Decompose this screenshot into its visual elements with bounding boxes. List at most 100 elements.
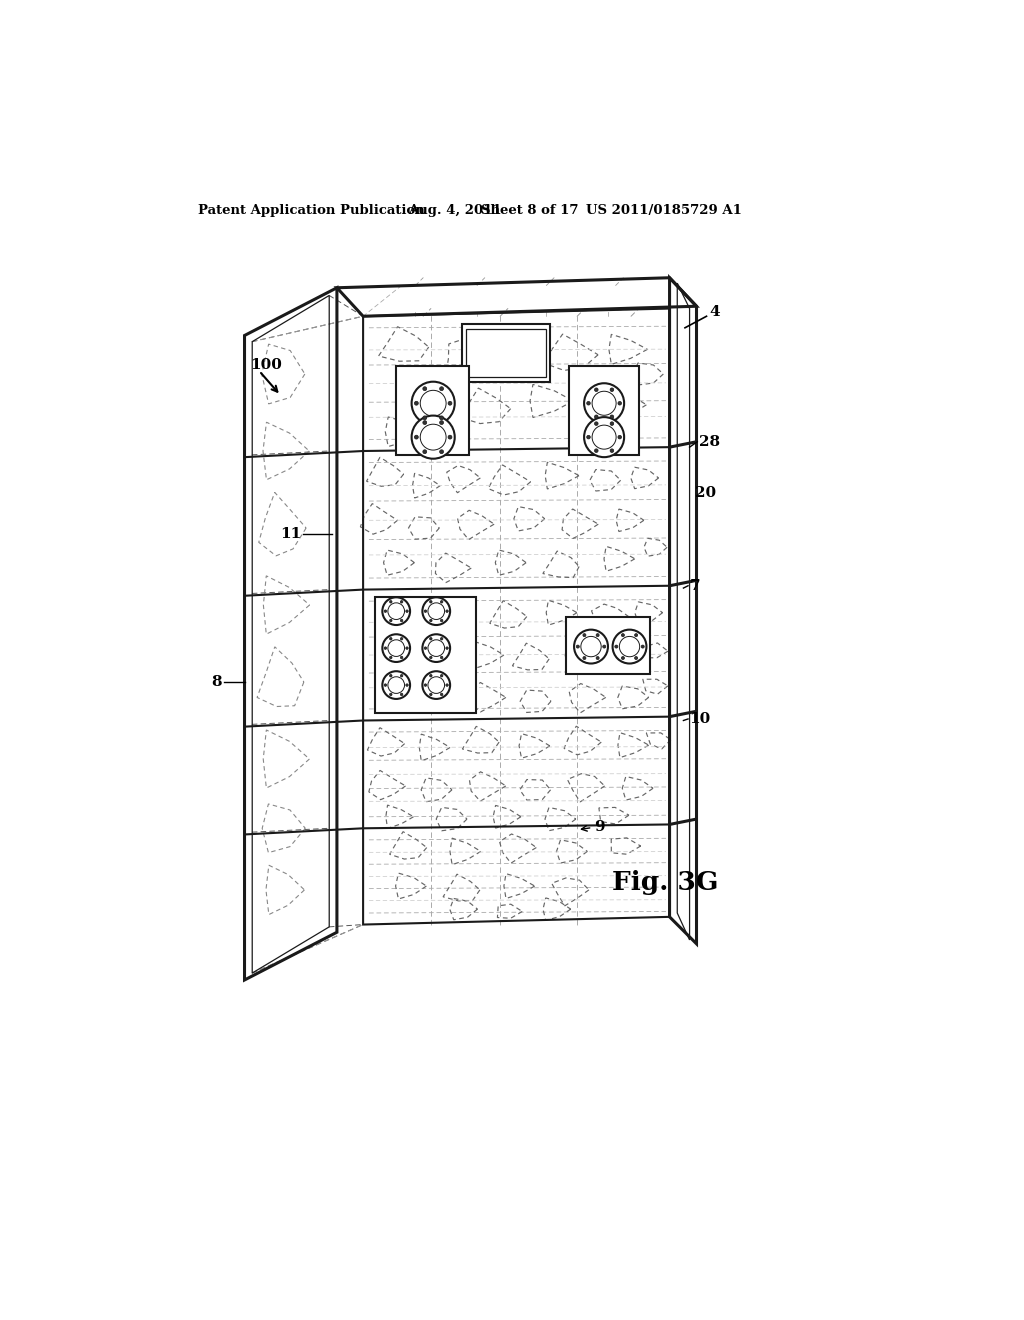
Text: US 2011/0185729 A1: US 2011/0185729 A1	[587, 205, 742, 218]
Circle shape	[440, 675, 443, 677]
Circle shape	[617, 401, 622, 405]
Circle shape	[610, 414, 613, 418]
Circle shape	[610, 422, 613, 425]
Circle shape	[382, 635, 410, 663]
Text: 10: 10	[689, 711, 711, 726]
Circle shape	[449, 401, 452, 405]
Circle shape	[574, 630, 608, 664]
Text: 100: 100	[250, 358, 282, 372]
Circle shape	[445, 647, 449, 649]
Circle shape	[445, 610, 449, 612]
Circle shape	[400, 601, 402, 603]
Circle shape	[584, 383, 625, 424]
Circle shape	[382, 672, 410, 700]
Circle shape	[577, 645, 580, 648]
Circle shape	[406, 647, 409, 649]
Text: 4: 4	[710, 305, 720, 319]
Circle shape	[439, 387, 443, 391]
Bar	[466, 329, 546, 378]
Circle shape	[440, 601, 443, 603]
Circle shape	[641, 645, 644, 648]
Circle shape	[622, 634, 625, 636]
Circle shape	[389, 638, 392, 640]
Circle shape	[445, 684, 449, 686]
Text: 28: 28	[698, 434, 720, 449]
Circle shape	[635, 656, 638, 660]
Text: 7: 7	[689, 578, 700, 593]
Circle shape	[430, 619, 432, 622]
Text: Patent Application Publication: Patent Application Publication	[199, 205, 425, 218]
Bar	[376, 597, 475, 713]
Circle shape	[423, 450, 427, 454]
Circle shape	[635, 634, 638, 636]
Circle shape	[595, 422, 598, 425]
Circle shape	[424, 684, 427, 686]
Text: 9: 9	[594, 820, 605, 834]
Circle shape	[612, 630, 646, 664]
Circle shape	[587, 436, 590, 440]
Circle shape	[400, 675, 402, 677]
Circle shape	[595, 388, 598, 392]
Circle shape	[424, 610, 427, 612]
Circle shape	[449, 436, 452, 440]
Circle shape	[384, 684, 387, 686]
Circle shape	[415, 401, 418, 405]
Circle shape	[596, 634, 599, 636]
Circle shape	[412, 416, 455, 459]
Circle shape	[583, 656, 586, 660]
Text: Sheet 8 of 17: Sheet 8 of 17	[481, 205, 579, 218]
Circle shape	[423, 387, 427, 391]
Text: Fig. 3G: Fig. 3G	[611, 870, 718, 895]
Circle shape	[384, 647, 387, 649]
Circle shape	[440, 693, 443, 696]
Circle shape	[614, 645, 617, 648]
Circle shape	[587, 401, 590, 405]
Circle shape	[603, 645, 606, 648]
Circle shape	[430, 601, 432, 603]
Bar	[396, 367, 469, 455]
Text: 8: 8	[212, 675, 222, 689]
Circle shape	[610, 449, 613, 453]
Circle shape	[400, 619, 402, 622]
Circle shape	[583, 634, 586, 636]
Circle shape	[430, 638, 432, 640]
Circle shape	[400, 656, 402, 659]
Circle shape	[422, 597, 451, 626]
Circle shape	[439, 421, 443, 425]
Circle shape	[424, 647, 427, 649]
Circle shape	[423, 421, 427, 425]
Circle shape	[440, 619, 443, 622]
Circle shape	[423, 416, 427, 420]
Text: 11: 11	[281, 527, 301, 541]
Circle shape	[430, 693, 432, 696]
Circle shape	[422, 635, 451, 663]
Circle shape	[584, 417, 625, 457]
Bar	[569, 367, 639, 455]
Circle shape	[610, 388, 613, 392]
Circle shape	[412, 381, 455, 425]
Circle shape	[595, 414, 598, 418]
Circle shape	[389, 693, 392, 696]
Circle shape	[389, 619, 392, 622]
Circle shape	[440, 656, 443, 659]
Text: 20: 20	[695, 486, 716, 500]
Circle shape	[406, 684, 409, 686]
Circle shape	[389, 675, 392, 677]
Bar	[565, 616, 650, 675]
Circle shape	[617, 436, 622, 440]
Circle shape	[389, 656, 392, 659]
Circle shape	[595, 449, 598, 453]
Circle shape	[406, 610, 409, 612]
Circle shape	[389, 601, 392, 603]
Circle shape	[439, 416, 443, 420]
Circle shape	[439, 450, 443, 454]
Bar	[462, 323, 550, 381]
Circle shape	[384, 610, 387, 612]
Circle shape	[400, 693, 402, 696]
Circle shape	[382, 597, 410, 626]
Circle shape	[440, 638, 443, 640]
Circle shape	[430, 656, 432, 659]
Text: Aug. 4, 2011: Aug. 4, 2011	[408, 205, 502, 218]
Circle shape	[596, 656, 599, 660]
Circle shape	[422, 672, 451, 700]
